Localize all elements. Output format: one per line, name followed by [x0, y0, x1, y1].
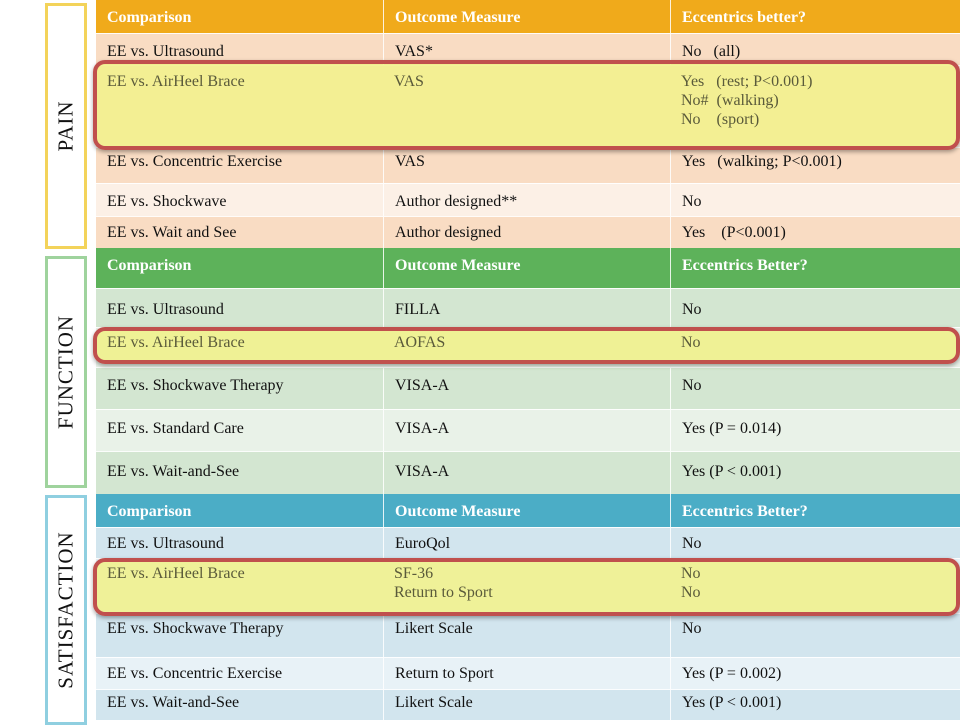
table-row: EE vs. Wait and See Author designed Yes …: [96, 216, 960, 249]
table-cell: Yes (P < 0.001): [670, 452, 960, 495]
table-cell: EE vs. Wait-and-See: [107, 694, 240, 711]
pain-label-text: PAIN: [53, 100, 78, 152]
table-cell: EE vs. Shockwave Therapy: [107, 620, 284, 637]
table-cell: EE vs. Ultrasound: [107, 535, 224, 552]
table-cell: VISA-A: [383, 368, 670, 410]
table-row: EE vs. Shockwave Author designed** No: [96, 183, 960, 217]
header-cell: Comparison: [107, 9, 192, 26]
table-row: EE vs. Concentric Exercise Return to Spo…: [96, 657, 960, 690]
table-cell: VAS*: [383, 34, 670, 66]
table-row: EE vs. Wait-and-See Likert Scale Yes (P …: [96, 689, 960, 721]
table-cell: EE vs. Ultrasound: [107, 301, 224, 318]
table-cell: EE vs. Concentric Exercise: [107, 153, 283, 170]
table-row: EE vs. Shockwave Therapy VISA-A No: [96, 367, 960, 410]
header-cell: Outcome Measure: [383, 0, 670, 33]
table-cell: EE vs. Wait-and-See: [107, 463, 240, 480]
table-cell: No (all): [670, 34, 960, 66]
table-row: EE vs. Concentric Exercise VAS Yes (walk…: [96, 147, 960, 184]
table-cell: VAS: [383, 148, 670, 184]
highlight-cell-comparison: EE vs. AirHeel Brace: [107, 334, 245, 351]
highlight-cell-result: No No: [681, 565, 701, 601]
table-row: EE vs. Standard Care VISA-A Yes (P = 0.0…: [96, 409, 960, 452]
highlight-cell-measure: AOFAS: [394, 334, 446, 351]
table-cell: No: [670, 184, 960, 217]
header-cell: Comparison: [107, 503, 192, 520]
table-cell: Yes (P = 0.014): [670, 410, 960, 452]
table-header-row: Comparison Outcome Measure Eccentrics Be…: [96, 248, 960, 288]
table-cell: No: [670, 289, 960, 328]
pain-section-label: PAIN: [45, 3, 87, 249]
satisfaction-section-label: SATISFACTION: [45, 495, 87, 725]
table-row: EE vs. Wait-and-See VISA-A Yes (P < 0.00…: [96, 451, 960, 495]
highlight-cell-comparison: EE vs. AirHeel Brace: [107, 73, 245, 90]
table-cell: Yes (P = 0.002): [670, 658, 960, 690]
function-label-text: FUNCTION: [53, 314, 78, 430]
table-cell: Return to Sport: [383, 658, 670, 690]
table-cell: EE vs. Standard Care: [107, 420, 244, 437]
header-cell: Eccentrics better?: [670, 0, 960, 33]
satisfaction-label-text: SATISFACTION: [53, 531, 78, 689]
table-cell: No: [670, 368, 960, 410]
table-cell: No: [670, 614, 960, 658]
highlight-cell-measure: SF-36 Return to Sport: [394, 565, 493, 601]
highlight-cell-comparison: EE vs. AirHeel Brace: [107, 565, 245, 582]
satisfaction-airheel-highlight: EE vs. AirHeel Brace SF-36 Return to Spo…: [93, 558, 960, 616]
table-cell: No: [670, 528, 960, 559]
table-header-row: Comparison Outcome Measure Eccentrics be…: [96, 0, 960, 33]
header-cell: Comparison: [107, 257, 192, 274]
table-cell: VISA-A: [383, 410, 670, 452]
highlight-cell-result: No: [681, 334, 701, 351]
table-cell: Yes (P < 0.001): [670, 690, 960, 721]
table-cell: Author designed**: [383, 184, 670, 217]
table-cell: EE vs. Wait and See: [107, 224, 237, 241]
table-cell: Yes (P<0.001): [670, 217, 960, 249]
highlight-cell-result: Yes (rest; P<0.001) No# (walking) No (sp…: [681, 73, 813, 128]
table-cell: EE vs. Shockwave Therapy: [107, 377, 284, 394]
header-cell: Outcome Measure: [383, 248, 670, 288]
table-cell: Author designed: [383, 217, 670, 249]
table-row: EE vs. Ultrasound EuroQol No: [96, 527, 960, 559]
table-cell: FILLA: [383, 289, 670, 328]
table-cell: EuroQol: [383, 528, 670, 559]
table-cell: EE vs. Shockwave: [107, 193, 227, 210]
table-cell: EE vs. Concentric Exercise: [107, 665, 283, 682]
table-row: EE vs. Shockwave Therapy Likert Scale No: [96, 613, 960, 658]
table-cell: EE vs. Ultrasound: [107, 43, 224, 60]
table-cell: VISA-A: [383, 452, 670, 495]
function-section-label: FUNCTION: [45, 256, 87, 488]
table-row: EE vs. Ultrasound VAS* No (all): [96, 33, 960, 66]
table-cell: Likert Scale: [383, 614, 670, 658]
pain-airheel-highlight: EE vs. AirHeel Brace VAS Yes (rest; P<0.…: [93, 60, 960, 150]
table-cell: Yes (walking; P<0.001): [670, 148, 960, 184]
function-airheel-highlight: EE vs. AirHeel Brace AOFAS No: [93, 327, 960, 364]
table-header-row: Comparison Outcome Measure Eccentrics Be…: [96, 494, 960, 527]
table-cell: Likert Scale: [383, 690, 670, 721]
highlight-cell-measure: VAS: [394, 73, 424, 90]
header-cell: Eccentrics Better?: [670, 494, 960, 527]
header-cell: Eccentrics Better?: [670, 248, 960, 288]
header-cell: Outcome Measure: [383, 494, 670, 527]
table-row: EE vs. Ultrasound FILLA No: [96, 288, 960, 328]
